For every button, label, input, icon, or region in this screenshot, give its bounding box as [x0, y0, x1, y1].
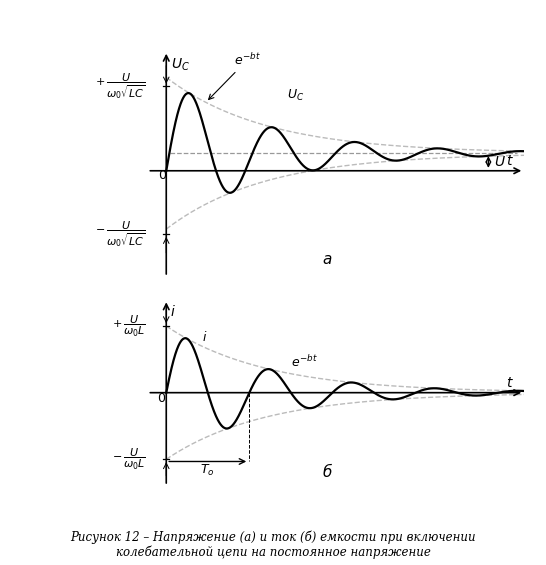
Text: $+\,\dfrac{U}{\omega_0 L}$: $+\,\dfrac{U}{\omega_0 L}$ — [111, 314, 146, 339]
Text: $e^{-bt}$: $e^{-bt}$ — [290, 354, 317, 370]
Text: $U_C$: $U_C$ — [171, 57, 189, 73]
Text: $t$: $t$ — [506, 376, 513, 390]
Text: б: б — [323, 464, 332, 480]
Text: $U_C$: $U_C$ — [287, 88, 304, 103]
Text: $-\,\dfrac{U}{\omega_0\sqrt{LC}}$: $-\,\dfrac{U}{\omega_0\sqrt{LC}}$ — [95, 219, 146, 249]
Text: Рисунок 12 – Напряжение (а) и ток (б) емкости при включении
колебательной цепи н: Рисунок 12 – Напряжение (а) и ток (б) ем… — [70, 530, 476, 559]
Text: $-\,\dfrac{U}{\omega_0 L}$: $-\,\dfrac{U}{\omega_0 L}$ — [111, 446, 146, 472]
Text: $+\,\dfrac{U}{\omega_0\sqrt{LC}}$: $+\,\dfrac{U}{\omega_0\sqrt{LC}}$ — [95, 72, 146, 102]
Text: $U$: $U$ — [494, 155, 506, 169]
Text: $e^{-bt}$: $e^{-bt}$ — [209, 52, 261, 99]
Text: 0: 0 — [157, 393, 165, 406]
Text: $t$: $t$ — [506, 154, 513, 168]
Text: $i$: $i$ — [170, 304, 176, 319]
Text: $T_o$: $T_o$ — [200, 463, 215, 478]
Text: $i$: $i$ — [202, 330, 207, 344]
Text: 0: 0 — [158, 169, 166, 182]
Text: а: а — [323, 252, 332, 267]
